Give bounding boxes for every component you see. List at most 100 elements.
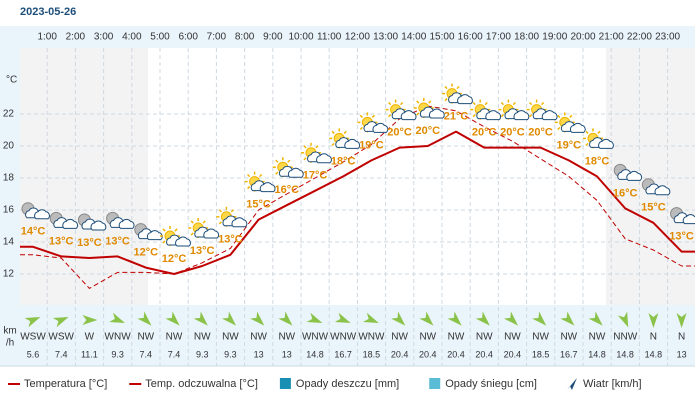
sun-ray — [472, 114, 476, 118]
wind-arrow-shape — [532, 311, 547, 326]
wind-speed: 20.4 — [475, 349, 493, 359]
sun-ray — [456, 85, 460, 90]
cloud-icon — [457, 94, 473, 105]
wind-direction: NW — [532, 332, 549, 343]
wind-arrow — [676, 313, 687, 328]
temperature-label: 20°C — [500, 127, 525, 139]
wind-direction: NW — [476, 332, 493, 343]
legend-label: Wiatr [km/h] — [583, 378, 642, 390]
wind-arrow-shape — [165, 311, 180, 326]
sun-ray — [400, 101, 404, 106]
hour-label: 4:00 — [122, 32, 142, 43]
wind-speed: 13 — [282, 349, 292, 359]
wind-speed: 14.8 — [306, 349, 324, 359]
wind-direction: W — [85, 332, 95, 343]
wind-direction: NW — [222, 332, 239, 343]
temperature-label: 13°C — [190, 245, 215, 257]
temperature-label: 15°C — [246, 199, 271, 211]
wind-speed: 11.1 — [81, 349, 98, 359]
wind-arrow — [250, 311, 265, 326]
wind-speed: 16.7 — [334, 349, 352, 359]
cloud-icon — [372, 122, 389, 133]
cloud-icon — [62, 218, 79, 229]
temperature-label: 12°C — [162, 253, 187, 265]
wind-direction: NW — [278, 332, 295, 343]
wind-arrow — [193, 311, 208, 326]
wind-direction: NW — [250, 332, 267, 343]
sun-ray — [190, 232, 194, 236]
hour-label: 20:00 — [570, 32, 595, 43]
sun-ray — [416, 100, 420, 104]
wind-arrow-shape — [82, 315, 98, 325]
hour-label: 23:00 — [655, 32, 680, 43]
legend-label: Temperatura [°C] — [24, 378, 107, 390]
wind-arrow-shape — [334, 312, 351, 324]
wind-arrow — [447, 311, 462, 326]
wind-arrow-shape — [193, 311, 208, 326]
wind-speed: 13 — [677, 349, 687, 359]
sun-ray — [597, 130, 601, 134]
cloud-icon — [598, 138, 614, 149]
y-tick-label: 12 — [3, 269, 15, 280]
sun-ray — [557, 114, 561, 118]
sun-ray — [162, 228, 166, 232]
hour-label: 1:00 — [37, 32, 57, 43]
wind-arrow-shape — [24, 316, 41, 328]
sun-ray — [484, 101, 488, 106]
hour-label: 11:00 — [317, 32, 342, 43]
wind-speed: 18.5 — [532, 349, 550, 359]
sun-ray — [416, 112, 420, 116]
temperature-label: 16°C — [275, 184, 300, 196]
wind-direction: WSW — [20, 332, 46, 343]
night-shade — [20, 48, 148, 305]
wind-arrow-shape — [221, 311, 237, 326]
wind-arrow — [306, 312, 323, 324]
wind-speed: 7.4 — [55, 349, 68, 359]
legend-swatch — [429, 378, 441, 389]
wind-arrow-shape — [109, 312, 125, 324]
wind-arrow — [52, 316, 69, 328]
cloud-icon — [428, 108, 445, 119]
wind-direction: WNW — [105, 332, 132, 343]
sun-ray — [246, 186, 251, 190]
wind-speed: 13 — [254, 349, 264, 359]
wind-speed: 16.7 — [560, 349, 578, 359]
temperature-label: 20°C — [416, 125, 441, 137]
temperature-label: 16°C — [613, 187, 638, 199]
wind-speed: 18.5 — [363, 349, 381, 359]
wind-arrow-shape — [676, 313, 687, 328]
wind-speed: 9.3 — [196, 349, 209, 359]
cloud-icon — [682, 214, 695, 225]
temperature-label: 14°C — [21, 226, 46, 238]
wind-arrow-shape — [52, 316, 69, 328]
wind-direction: NW — [166, 332, 183, 343]
temperature-label: 19°C — [359, 139, 384, 151]
wind-arrow — [648, 313, 659, 328]
wind-direction: NW — [137, 332, 154, 343]
cloud-icon — [231, 217, 248, 228]
wind-direction: NW — [504, 332, 521, 343]
wind-speed: 20.4 — [447, 349, 465, 359]
wind-arrow-shape — [278, 311, 293, 326]
y-tick-label: 22 — [3, 109, 15, 120]
temperature-label: 15°C — [641, 202, 666, 214]
hour-label: 16:00 — [458, 32, 483, 43]
wind-arrow-shape — [447, 311, 462, 326]
sun-ray — [303, 157, 307, 161]
wind-direction: WNW — [358, 332, 385, 343]
hour-label: 18:00 — [514, 32, 539, 43]
temperature-label: 13°C — [218, 234, 243, 246]
date: 2023-05-26 — [20, 6, 76, 18]
temperature-label: 20°C — [528, 127, 553, 139]
cloud-icon — [513, 110, 530, 121]
legend-label: Opady śniegu [cm] — [445, 378, 537, 390]
wind-arrow-shape — [137, 311, 152, 326]
wind-speed: 14.8 — [616, 349, 634, 359]
sun-ray — [331, 142, 335, 147]
cloud-icon — [569, 122, 586, 133]
temperature-label: 18°C — [331, 155, 356, 167]
wind-arrow — [560, 311, 575, 326]
legend-swatch — [566, 378, 577, 390]
temperature-label: 13°C — [669, 231, 694, 243]
sun-ray — [557, 126, 561, 131]
